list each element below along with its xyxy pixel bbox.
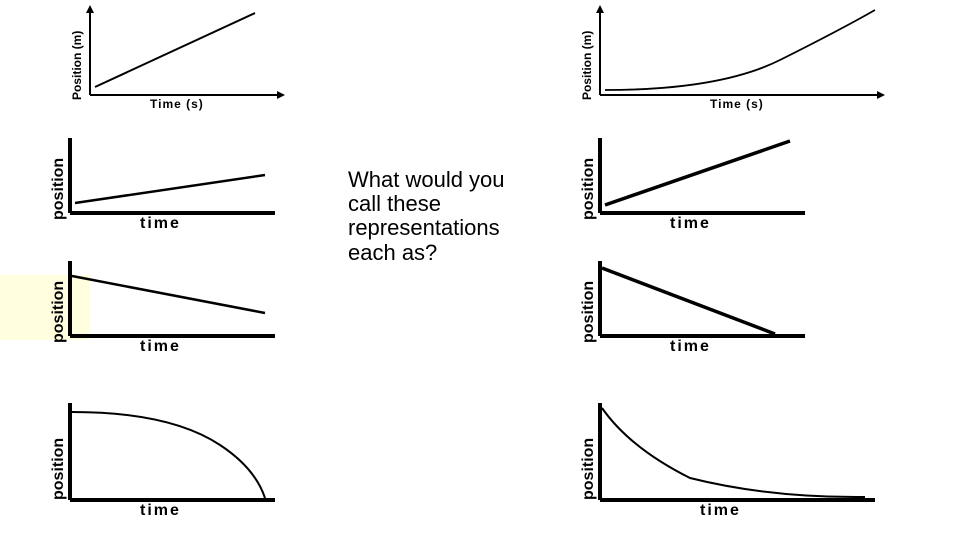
ylabel-r4c1: position bbox=[50, 438, 68, 500]
graph-svg-r1c2 bbox=[580, 5, 890, 110]
ylabel-r2c1: position bbox=[50, 158, 68, 220]
ylabel-r4c2: position bbox=[580, 438, 598, 500]
graph-r1c1: Position (m) Time (s) bbox=[70, 5, 290, 110]
graph-r1c2: Position (m) Time (s) bbox=[580, 5, 890, 110]
xlabel-r4c2: time bbox=[700, 502, 741, 520]
ylabel-r3c2: position bbox=[580, 281, 598, 343]
xlabel-r2c2: time bbox=[670, 215, 711, 233]
xlabel-r1c2: Time (s) bbox=[710, 97, 764, 111]
ylabel-r2c2: position bbox=[580, 158, 598, 220]
graph-r4c2: position time bbox=[580, 400, 880, 520]
xlabel-r2c1: time bbox=[140, 215, 181, 233]
xlabel-r1c1: Time (s) bbox=[150, 97, 204, 111]
ylabel-r1c1: Position (m) bbox=[70, 31, 84, 100]
graph-r3c1: position time bbox=[50, 258, 280, 353]
center-question: What would you call these representation… bbox=[348, 168, 518, 265]
graph-r2c1: position time bbox=[50, 135, 280, 230]
graph-r2c2: position time bbox=[580, 135, 810, 230]
ylabel-r1c2: Position (m) bbox=[580, 31, 594, 100]
ylabel-r3c1: position bbox=[50, 281, 68, 343]
graph-svg-r1c1 bbox=[70, 5, 290, 110]
graph-r3c2: position time bbox=[580, 258, 810, 353]
xlabel-r4c1: time bbox=[140, 502, 181, 520]
diagram-canvas: What would you call these representation… bbox=[0, 0, 960, 540]
question-text: What would you call these representation… bbox=[348, 167, 505, 265]
graph-r4c1: position time bbox=[50, 400, 280, 520]
xlabel-r3c2: time bbox=[670, 338, 711, 356]
xlabel-r3c1: time bbox=[140, 338, 181, 356]
